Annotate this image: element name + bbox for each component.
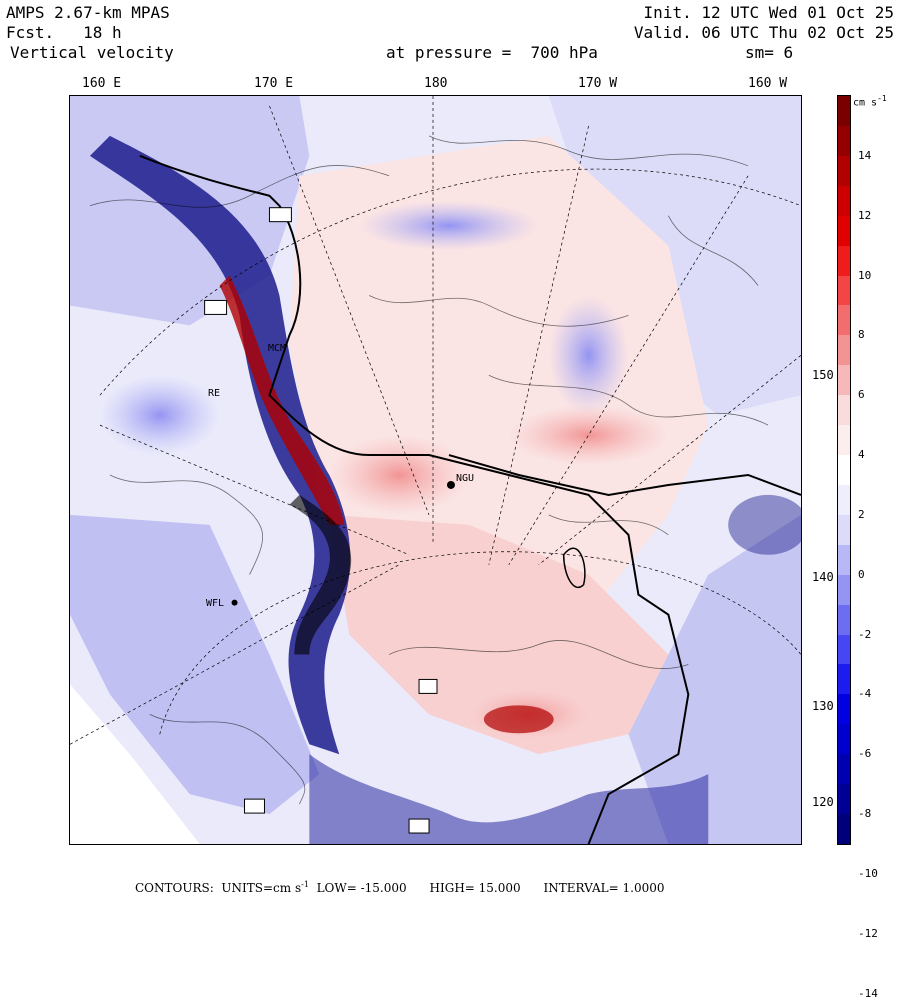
pressure-level: at pressure = 700 hPa	[386, 43, 598, 62]
blue-region-northeast	[548, 96, 801, 416]
station-label-ngu: NGU	[456, 473, 475, 484]
low-marker	[244, 798, 265, 814]
lon-label-160e: 160 E	[82, 76, 122, 91]
colorbar-swatch	[838, 395, 850, 426]
blue-region-southwest	[70, 514, 320, 815]
colorbar-label: -2	[858, 627, 872, 641]
field-name: Vertical velocity	[10, 43, 174, 62]
contours-label: CONTOURS:	[135, 881, 214, 895]
blue-region-southeast	[628, 514, 801, 844]
colorbar-swatch	[838, 155, 850, 187]
colorbar-swatch	[838, 694, 850, 725]
colorbar-label: 14	[858, 148, 872, 162]
colorbar-label: -8	[858, 807, 872, 821]
colorbar-swatch	[838, 664, 850, 695]
colorbar-swatch	[838, 185, 850, 217]
colorbar-swatch	[838, 754, 850, 785]
red-patch	[508, 405, 669, 466]
extrema-markers	[204, 207, 438, 834]
low-marker	[204, 299, 228, 315]
colorbar-label: 10	[858, 268, 872, 282]
graticule	[70, 96, 801, 745]
colorbar-unit: cm s-1	[853, 94, 887, 108]
colorbar-swatch	[838, 275, 850, 306]
colorbar-swatch	[838, 365, 850, 396]
high-value: HIGH= 15.000	[429, 881, 521, 895]
lon-label-170e: 170 E	[254, 76, 294, 91]
mountain-band-red	[219, 275, 345, 525]
colorbar-swatch	[838, 634, 850, 665]
lon-label-160w: 160 W	[748, 76, 788, 91]
smoothing: sm= 6	[745, 43, 794, 62]
interval-value: INTERVAL= 1.0000	[543, 881, 665, 895]
valid-time: Valid. 06 UTC Thu 02 Oct 25	[633, 23, 894, 42]
colorbar-swatch	[838, 484, 850, 516]
low-marker	[418, 678, 438, 694]
units-text: UNITS=cm s	[221, 881, 302, 895]
colorbar-swatch	[838, 455, 850, 486]
colorbar-label: -6	[858, 747, 872, 761]
station-marker	[231, 599, 238, 606]
colorbar-label: -12	[858, 926, 878, 940]
colorbar-swatch	[838, 784, 850, 815]
red-cluster	[483, 705, 554, 734]
coastline-island	[562, 547, 586, 588]
low-value: LOW= -15.000	[316, 881, 407, 895]
colorbar-label: 8	[858, 328, 865, 342]
colorbar-unit-exponent: -1	[877, 94, 887, 103]
contour-lines	[89, 135, 769, 805]
colorbar-unit-text: cm s	[853, 97, 878, 109]
colorbar-label: -10	[858, 866, 878, 880]
mountain-band-contours	[289, 494, 352, 655]
station-label-re: RE	[208, 388, 221, 399]
forecast-label: Fcst. 18 h	[6, 24, 122, 42]
colorbar-swatch	[838, 305, 850, 336]
outside-domain	[70, 684, 200, 844]
colorbar-swatch	[838, 125, 850, 157]
contour-info: CONTOURS: UNITS=cm s-1 LOW= -15.000 HIGH…	[135, 880, 665, 895]
low-marker	[268, 207, 292, 223]
colorbar-swatch	[838, 425, 850, 456]
lon-label-180: 180	[424, 76, 448, 91]
colorbar-swatch	[838, 724, 850, 755]
red-patch	[329, 435, 469, 515]
colorbar-label: 2	[858, 507, 865, 521]
colorbar-swatch	[838, 604, 850, 636]
blue-cluster-east	[728, 494, 801, 555]
fcst-label: Fcst.	[6, 23, 55, 42]
colorbar-label: 6	[858, 388, 865, 402]
blue-patch	[548, 295, 629, 416]
colorbar-label: 0	[858, 567, 865, 581]
coastline	[139, 154, 801, 844]
colorbar-label: 4	[858, 448, 865, 462]
lon-label-170w: 170 W	[578, 76, 618, 91]
blue-patch	[359, 200, 539, 251]
colorbar-swatch	[838, 215, 850, 247]
colorbar-swatch	[838, 514, 850, 546]
colorbar-label: 12	[858, 208, 872, 222]
station-label-mcm: MCM	[268, 343, 287, 354]
colorbar-swatch	[838, 574, 850, 606]
red-region-plateau	[329, 514, 669, 755]
blue-patch	[99, 375, 220, 456]
colorbar-swatch	[838, 96, 850, 127]
low-marker	[408, 818, 430, 834]
model-title: AMPS 2.67-km MPAS	[6, 3, 170, 22]
init-time: Init. 12 UTC Wed 01 Oct 25	[643, 3, 894, 22]
colorbar-label: -4	[858, 687, 872, 701]
colorbar-label: -14	[858, 986, 878, 1000]
colorbar-swatch	[838, 814, 850, 845]
station-label-wfl: WFL	[206, 598, 225, 609]
colorbar-swatch	[838, 544, 850, 576]
units-exponent: -1	[301, 880, 309, 889]
colorbar-swatch	[838, 335, 850, 366]
colorbar-swatch	[838, 245, 850, 276]
station-marker	[446, 480, 455, 489]
colorbar	[837, 95, 851, 845]
fcst-value: 18 h	[83, 23, 122, 42]
map-panel	[69, 95, 802, 845]
